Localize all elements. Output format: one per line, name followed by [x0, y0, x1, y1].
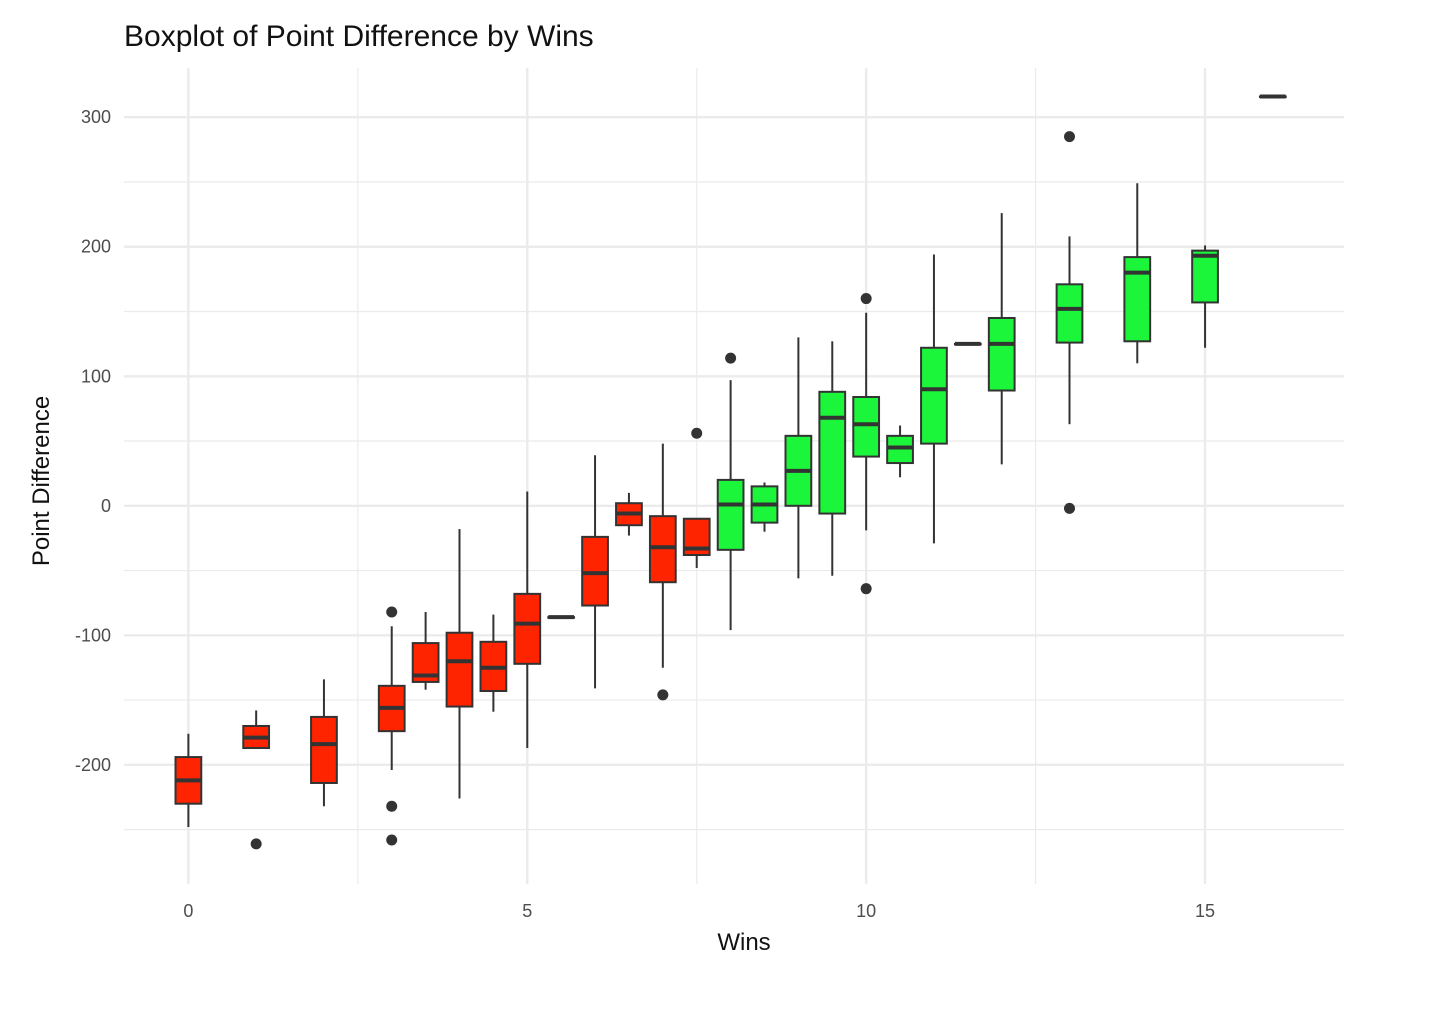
box-7.5	[682, 427, 711, 568]
x-tick-label: 5	[522, 901, 532, 921]
chart-title: Boxplot of Point Difference by Wins	[124, 20, 594, 53]
outlier-point	[860, 583, 872, 595]
box-body	[1191, 249, 1219, 304]
box-body	[987, 316, 1016, 392]
x-axis-title: Wins	[717, 929, 770, 956]
outlier-point	[386, 834, 398, 846]
y-tick-label: 200	[81, 237, 111, 257]
box-5	[513, 491, 542, 748]
box-body	[920, 346, 948, 445]
box-body	[1123, 256, 1152, 343]
outlier-point	[386, 800, 398, 812]
box-9.5	[818, 341, 847, 576]
box-8.5	[750, 482, 779, 532]
x-tick-label: 10	[856, 901, 876, 921]
box-7	[648, 443, 677, 701]
box-8	[716, 352, 745, 631]
box-6.5	[615, 492, 643, 536]
y-axis-title: Point Difference	[28, 396, 55, 566]
box-4.5	[479, 614, 508, 712]
y-tick-label: -200	[75, 755, 111, 775]
boxes	[174, 94, 1287, 850]
outlier-point	[860, 293, 872, 305]
box-1	[242, 710, 271, 850]
box-body	[310, 715, 338, 784]
box-4	[445, 529, 474, 799]
x-tick-label: 15	[1195, 901, 1215, 921]
box-6	[581, 455, 609, 689]
box-11	[920, 254, 948, 544]
outlier-point	[1064, 502, 1075, 514]
box-11.5	[953, 341, 982, 346]
box-body	[513, 592, 542, 665]
box-body	[818, 390, 847, 515]
y-tick-label: -100	[75, 625, 111, 645]
outlier-point	[725, 352, 737, 364]
box-14	[1123, 183, 1152, 364]
box-body	[716, 478, 745, 551]
y-tick-label: 300	[81, 107, 111, 127]
box-12	[987, 213, 1016, 465]
x-tick-label: 0	[183, 901, 193, 921]
outlier-point	[691, 427, 703, 439]
outlier-point	[657, 689, 669, 701]
outlier-point	[386, 606, 398, 618]
outlier-point	[1064, 131, 1075, 143]
grid-lines	[124, 68, 1344, 884]
box-body	[852, 395, 881, 458]
box-0	[174, 733, 203, 828]
box-16	[1258, 94, 1287, 99]
y-tick-label: 0	[101, 496, 111, 516]
tick-labels: 0 5 10 15 -200 -100 0 100 200 300	[75, 107, 1215, 921]
box-10	[852, 293, 881, 595]
box-10.5	[886, 425, 914, 478]
box-3	[377, 606, 406, 846]
box-15	[1191, 245, 1219, 348]
box-3.5	[411, 612, 440, 690]
box-13	[1055, 131, 1084, 514]
box-2	[310, 679, 338, 807]
box-body	[445, 631, 474, 708]
y-tick-label: 100	[81, 366, 111, 386]
box-9	[784, 337, 813, 579]
box-body	[1055, 283, 1084, 344]
box-5.5	[547, 615, 576, 620]
outlier-point	[250, 838, 262, 850]
